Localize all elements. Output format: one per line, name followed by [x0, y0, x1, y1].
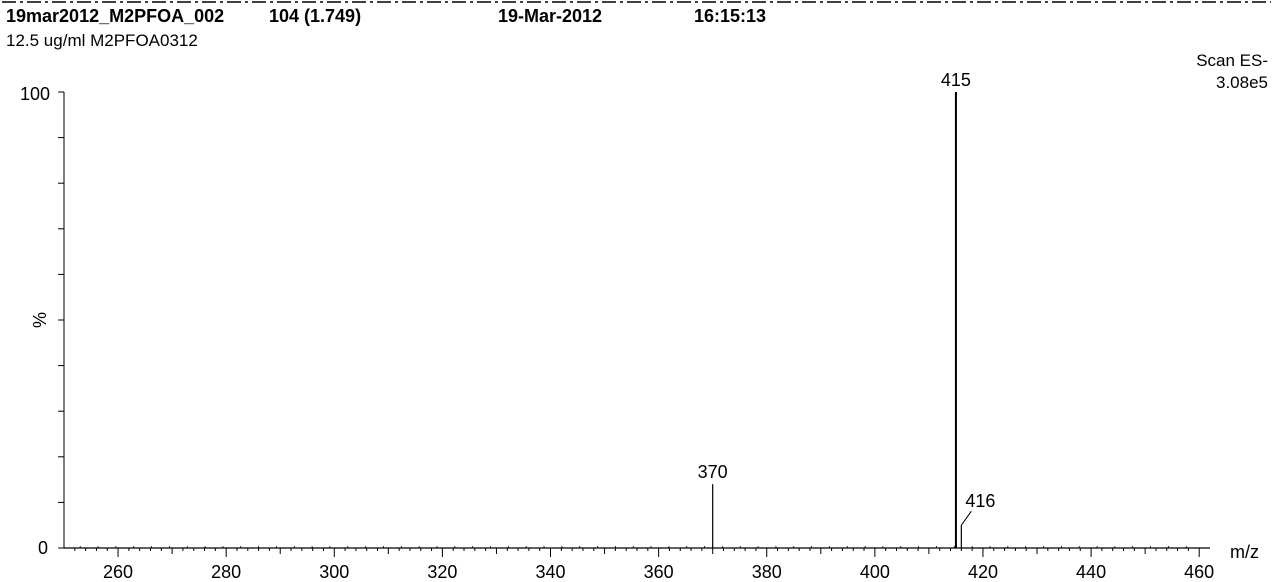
y-tick-label-100: 100 [20, 84, 50, 104]
scan-mode: Scan ES- [1196, 51, 1268, 70]
x-tick-label: 280 [211, 562, 241, 582]
peaks [712, 92, 962, 548]
x-tick-label: 460 [1184, 562, 1214, 582]
x-ticks [74, 548, 1200, 557]
x-tick-label: 400 [860, 562, 890, 582]
x-axis-label: m/z [1230, 542, 1259, 562]
y-ticks [58, 91, 64, 549]
x-tick-label: 260 [103, 562, 133, 582]
peak-label-416: 416 [965, 491, 995, 511]
y-tick-label-0: 0 [38, 538, 48, 558]
x-tick-label: 420 [968, 562, 998, 582]
acquisition-date: 19-Mar-2012 [498, 6, 602, 26]
x-tick-label: 300 [319, 562, 349, 582]
x-tick-label: 380 [752, 562, 782, 582]
y-axis-label: % [30, 312, 50, 328]
sample-description: 12.5 ug/ml M2PFOA0312 [6, 31, 198, 50]
x-tick-label: 340 [535, 562, 565, 582]
peak-leader-416 [960, 510, 972, 526]
peak-labels: 370 415 416 [698, 70, 995, 526]
x-tick-label: 360 [644, 562, 674, 582]
acquisition-time: 16:15:13 [694, 6, 766, 26]
base-peak-intensity: 3.08e5 [1216, 73, 1268, 92]
sample-id: 19mar2012_M2PFOA_002 [6, 6, 224, 26]
baseline-noise [79, 546, 1187, 548]
x-tick-labels: 260 280 300 320 340 360 380 400 420 440 460 [103, 562, 1214, 582]
peak-label-415: 415 [941, 70, 971, 90]
x-tick-label: 320 [427, 562, 457, 582]
scan-info: 104 (1.749) [269, 6, 361, 26]
peak-label-370: 370 [698, 462, 728, 482]
x-tick-label: 440 [1076, 562, 1106, 582]
